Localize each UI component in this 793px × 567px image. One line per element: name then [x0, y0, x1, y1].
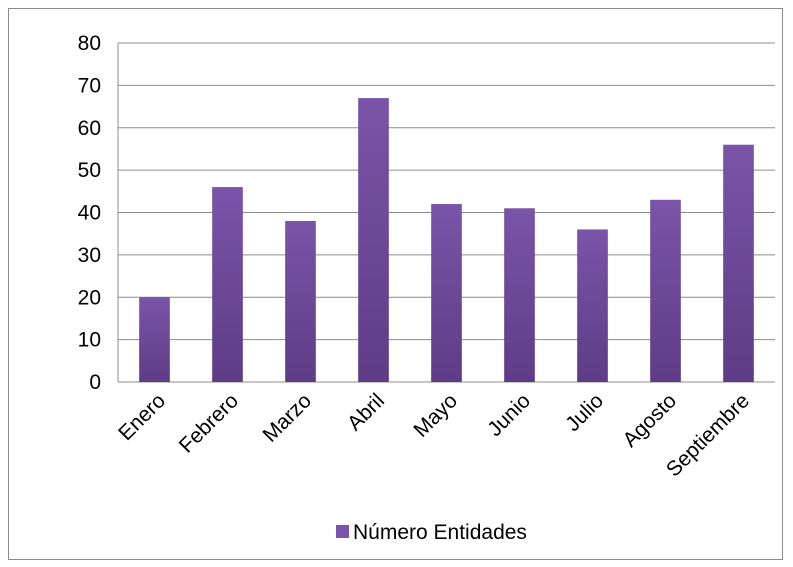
bar-septiembre: [723, 144, 754, 382]
y-tick-label: 60: [78, 117, 101, 140]
y-axis-tick-labels: 0 10 20 30 40 50 60 70 80: [78, 32, 101, 394]
x-tick-label-junio: Junio: [483, 389, 535, 441]
y-tick-label: 50: [78, 159, 101, 182]
y-tick-label: 20: [78, 286, 101, 309]
x-tick-label-julio: Julio: [561, 389, 608, 436]
y-tick-label: 80: [78, 32, 101, 55]
legend: Número Entidades: [336, 521, 527, 544]
bar-julio: [577, 229, 608, 382]
y-tick-label: 70: [78, 74, 101, 97]
x-tick-label-marzo: Marzo: [259, 389, 317, 447]
x-tick-label-abril: Abril: [343, 389, 389, 435]
x-tick-label-mayo: Mayo: [409, 389, 462, 442]
bar-agosto: [650, 199, 681, 382]
x-tick-label-febrero: Febrero: [175, 389, 243, 457]
bar-abril: [358, 98, 389, 383]
y-tick-label: 0: [89, 371, 101, 394]
x-axis-tick-labels: Enero Febrero Marzo Abril Mayo Junio Julio Agos…: [114, 389, 754, 481]
y-tick-label: 30: [78, 244, 101, 267]
bar-febrero: [212, 187, 243, 382]
bar-mayo: [431, 204, 462, 382]
bars: [139, 98, 754, 383]
y-tick-label: 40: [78, 202, 101, 225]
bar-junio: [504, 208, 535, 382]
x-tick-label-agosto: Agosto: [619, 389, 682, 452]
legend-swatch: [336, 525, 349, 538]
x-tick-label-enero: Enero: [114, 389, 170, 445]
bar-marzo: [285, 220, 316, 382]
legend-label: Número Entidades: [353, 521, 527, 544]
bar-enero: [139, 297, 170, 382]
y-tick-label: 10: [78, 329, 101, 352]
